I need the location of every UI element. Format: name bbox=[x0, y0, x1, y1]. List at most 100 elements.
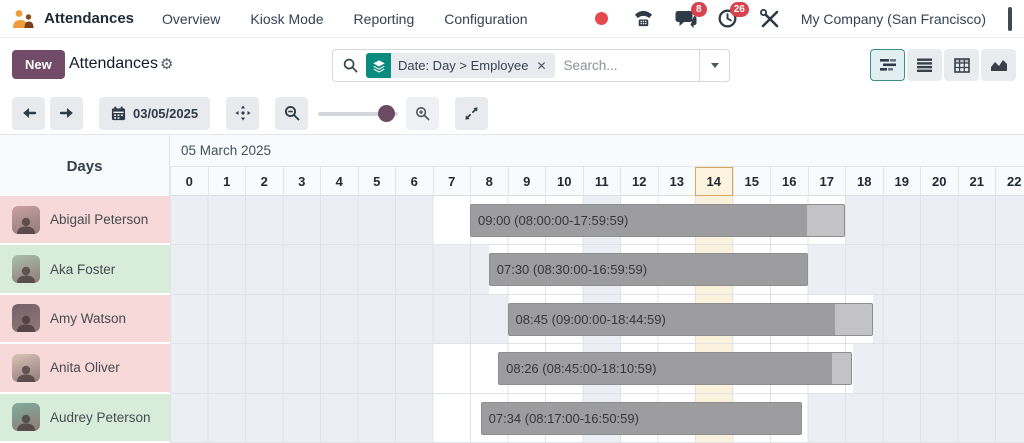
graph-view-icon bbox=[990, 60, 1007, 71]
search-dropdown-toggle[interactable] bbox=[699, 50, 729, 81]
bar-extra-segment bbox=[806, 205, 844, 236]
hour-cell: 9 bbox=[507, 167, 546, 196]
zoom-slider-track bbox=[318, 111, 399, 116]
hour-cell: 13 bbox=[657, 167, 696, 196]
employee-name: Audrey Peterson bbox=[50, 409, 151, 425]
row-divider bbox=[170, 244, 1024, 246]
hour-cell: 16 bbox=[770, 167, 808, 196]
search-bar[interactable]: Date: Day > Employee ✕ Search... bbox=[332, 49, 730, 82]
company-switcher[interactable]: My Company (San Francisco) bbox=[800, 10, 986, 27]
hour-cell: 3 bbox=[282, 167, 321, 196]
hour-cell: 15 bbox=[732, 167, 771, 196]
hour-cell: 18 bbox=[845, 167, 883, 196]
focus-today-button[interactable] bbox=[226, 96, 260, 130]
app-name[interactable]: Attendances bbox=[44, 10, 135, 27]
top-navbar: Attendances Overview Kiosk Mode Reporting C… bbox=[0, 0, 1024, 38]
calendar-icon bbox=[111, 105, 126, 120]
new-button[interactable]: New bbox=[12, 50, 65, 79]
nav-menus: Overview Kiosk Mode Reporting Configuration bbox=[162, 11, 528, 27]
view-pivot-button[interactable] bbox=[944, 49, 979, 81]
view-switcher bbox=[870, 49, 1016, 81]
attendance-bar-label: 08:26 (08:45:00-18:10:59) bbox=[506, 361, 657, 377]
activities-clock-icon[interactable]: 26 bbox=[717, 1, 749, 30]
phone-icon[interactable] bbox=[633, 8, 655, 30]
date-picker-label: 03/05/2025 bbox=[133, 105, 199, 121]
user-menu-edge[interactable] bbox=[1008, 6, 1012, 31]
nav-menu-overview[interactable]: Overview bbox=[162, 10, 221, 27]
gantt-row-label[interactable]: Amy Watson bbox=[0, 294, 170, 345]
zoom-out-icon bbox=[284, 105, 300, 121]
search-input[interactable]: Search... bbox=[563, 58, 618, 73]
gantt-row-label[interactable]: Abigail Peterson bbox=[0, 196, 170, 246]
attendance-bar[interactable]: 08:45 (09:00:00-18:44:59) bbox=[507, 302, 874, 336]
avatar bbox=[12, 304, 40, 333]
attendances-app-icon[interactable] bbox=[12, 7, 36, 31]
zoom-in-button[interactable] bbox=[406, 96, 440, 130]
expand-fullscreen-button[interactable] bbox=[455, 96, 489, 130]
debug-tools-icon[interactable] bbox=[759, 8, 781, 30]
attendance-bar[interactable]: 08:26 (08:45:00-18:10:59) bbox=[498, 352, 852, 386]
prev-period-button[interactable] bbox=[12, 96, 45, 130]
groupby-facet: Date: Day > Employee ✕ bbox=[366, 53, 555, 78]
next-period-button[interactable] bbox=[50, 96, 83, 130]
attendance-bar-label: 09:00 (08:00:00-17:59:59) bbox=[478, 213, 629, 228]
gantt-toolbar: 03/05/2025 bbox=[0, 92, 1024, 134]
hour-cell: 21 bbox=[957, 167, 996, 196]
row-divider bbox=[170, 293, 1024, 295]
gantt-row-label[interactable]: Aka Foster bbox=[0, 245, 170, 295]
chevron-down-icon bbox=[710, 63, 719, 68]
hour-cell: 20 bbox=[920, 167, 958, 196]
row-divider bbox=[170, 343, 1024, 345]
hour-cell: 5 bbox=[357, 167, 396, 196]
nav-menu-kiosk-mode[interactable]: Kiosk Mode bbox=[250, 10, 324, 27]
zoom-slider-knob[interactable] bbox=[378, 104, 396, 122]
bar-extra-segment bbox=[831, 353, 851, 385]
attendance-bar-label: 07:30 (08:30:00-16:59:59) bbox=[496, 262, 648, 278]
search-icon bbox=[343, 58, 358, 73]
hour-cell: 2 bbox=[245, 167, 283, 196]
facet-remove-icon[interactable]: ✕ bbox=[536, 58, 547, 73]
view-list-button[interactable] bbox=[907, 49, 942, 81]
view-gantt-button[interactable] bbox=[870, 49, 905, 81]
pivot-view-icon bbox=[953, 57, 970, 73]
gantt-row-label[interactable]: Audrey Peterson bbox=[0, 393, 170, 443]
attendance-bar[interactable]: 07:30 (08:30:00-16:59:59) bbox=[488, 253, 808, 287]
hour-cell: 1 bbox=[207, 167, 246, 196]
hour-cell: 0 bbox=[170, 167, 208, 196]
list-view-icon bbox=[917, 58, 932, 72]
control-panel: New Attendances ⚙ Date: Day > Employee ✕… bbox=[0, 38, 1024, 92]
hour-cell: 12 bbox=[620, 167, 658, 196]
presence-status-icon[interactable] bbox=[591, 8, 613, 30]
view-graph-button[interactable] bbox=[981, 49, 1016, 81]
hour-cell: 17 bbox=[807, 167, 846, 196]
gantt-body: 09:00 (08:00:00-17:59:59) Abigail Peterso… bbox=[0, 196, 1024, 443]
hour-cell: 11 bbox=[582, 167, 621, 196]
avatar bbox=[12, 403, 40, 432]
gantt-header: Days 05 March 2025 0 1 2 3 4 5 6 7 8 9 10 11 12 13 14 1… bbox=[0, 134, 1024, 197]
hour-cell: 19 bbox=[882, 167, 921, 196]
zoom-slider[interactable] bbox=[318, 97, 399, 130]
employee-name: Amy Watson bbox=[50, 310, 127, 326]
gantt-date-title: 05 March 2025 bbox=[170, 135, 1024, 167]
zoom-in-icon bbox=[416, 106, 430, 120]
bar-extra-segment bbox=[834, 303, 873, 335]
date-picker-button[interactable]: 03/05/2025 bbox=[99, 96, 211, 130]
facet-label: Date: Day > Employee bbox=[398, 58, 529, 73]
attendance-bar[interactable]: 09:00 (08:00:00-17:59:59) bbox=[470, 204, 845, 237]
view-settings-gear-icon[interactable]: ⚙ bbox=[160, 56, 174, 73]
gantt-row-label[interactable]: Anita Oliver bbox=[0, 344, 170, 394]
employee-name: Aka Foster bbox=[50, 261, 116, 277]
nav-menu-reporting[interactable]: Reporting bbox=[353, 10, 415, 27]
hour-cell: 4 bbox=[320, 167, 358, 196]
crosshair-icon bbox=[235, 105, 251, 121]
attendance-bar-label: 07:34 (08:17:00-16:50:59) bbox=[488, 410, 639, 426]
avatar bbox=[12, 255, 40, 284]
hour-cell: 22 bbox=[995, 167, 1024, 196]
hour-cell: 6 bbox=[395, 167, 433, 196]
attendance-bar-label: 08:45 (09:00:00-18:44:59) bbox=[515, 311, 666, 327]
nav-menu-configuration[interactable]: Configuration bbox=[444, 10, 528, 27]
hour-cell: 7 bbox=[432, 167, 471, 196]
messages-icon[interactable]: 8 bbox=[675, 1, 707, 30]
zoom-out-button[interactable] bbox=[275, 96, 309, 130]
attendance-bar[interactable]: 07:34 (08:17:00-16:50:59) bbox=[480, 401, 802, 435]
